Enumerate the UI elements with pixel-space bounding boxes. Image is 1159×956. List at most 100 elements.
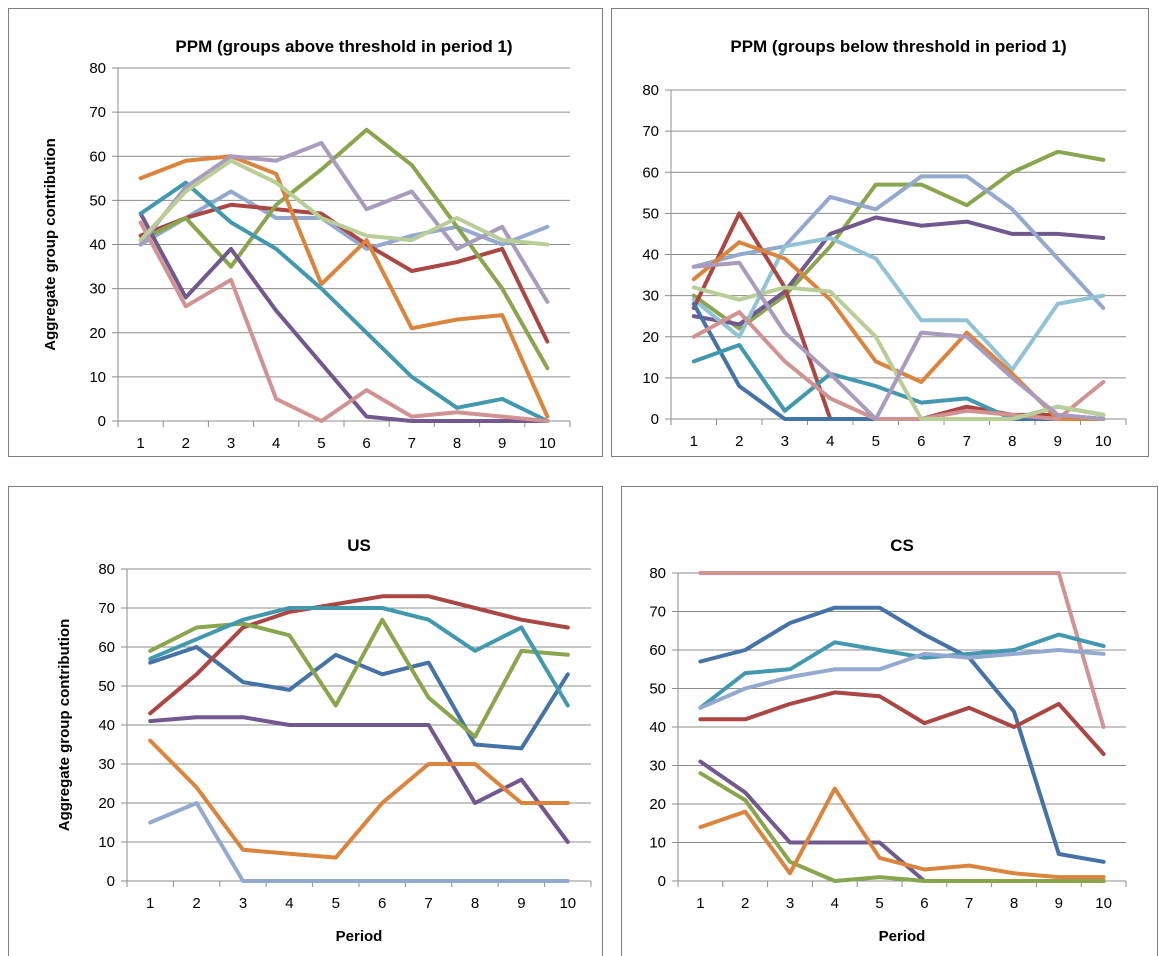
x-tick-label: 3 [786,895,794,912]
y-axis-label: Aggregate group contribution [56,619,73,831]
x-tick-label: 1 [136,435,144,452]
y-tick-label: 60 [642,164,659,181]
x-tick-label: 8 [1010,895,1018,912]
x-tick-label: 8 [453,435,461,452]
x-tick-label: 2 [741,895,749,912]
y-tick-label: 20 [642,329,659,346]
series-line-5 [148,606,570,708]
series-line-1 [691,149,1106,331]
x-tick-label: 7 [408,435,416,452]
x-tick-label: 10 [1095,895,1112,912]
x-tick-label: 2 [192,895,200,912]
x-tick-label: 6 [917,433,925,450]
chart-frame [8,486,603,956]
x-tick-label: 1 [146,895,154,912]
y-tick-label: 30 [89,281,106,298]
x-tick-label: 9 [1054,433,1062,450]
series-line-4 [698,648,1106,710]
series-line-7 [148,801,570,883]
series-line-8 [698,786,1106,880]
series-line-6 [148,738,570,860]
x-tick-label: 6 [920,895,928,912]
x-tick-label: 6 [378,895,386,912]
series-line-2 [698,605,1106,864]
y-tick-label: 60 [89,148,106,165]
x-tick-label: 10 [559,895,576,912]
x-tick-label: 10 [1095,433,1112,450]
y-tick-label: 10 [642,370,659,387]
series-line-5 [698,690,1106,756]
y-tick-label: 60 [98,639,115,656]
series-line-7 [138,220,550,423]
chart-title: PPM (groups below threshold in period 1) [730,37,1066,56]
chart-cs: 0 10 20 30 40 50 60 70 80 1 2 3 4 5 6 7 8 9 10 CS Period [621,486,1158,956]
y-tick-label: 30 [649,758,666,775]
x-tick-label: 5 [872,433,880,450]
x-tick-label: 3 [239,895,247,912]
y-tick-label: 0 [651,411,659,428]
x-tick-label: 3 [227,435,235,452]
x-tick-label: 1 [690,433,698,450]
series-line-5 [138,180,550,423]
x-tick-label: 5 [332,895,340,912]
y-tick-label: 40 [642,247,659,264]
y-tick-label: 40 [89,237,106,254]
x-tick-label: 3 [781,433,789,450]
y-tick-label: 0 [658,873,666,890]
y-tick-label: 20 [98,795,115,812]
series-line-9 [138,158,550,247]
y-tick-label: 40 [649,719,666,736]
y-tick-label: 50 [649,681,666,698]
chart-ppm-below: 0 10 20 30 40 50 60 70 80 1 2 3 4 5 6 7 8 9 10 PPM (groups … [611,8,1149,457]
y-tick-label: 60 [649,642,666,659]
series-line-2 [148,594,570,716]
chart-us: 0 10 20 30 40 50 60 70 80 1 2 3 4 5 6 7 8 9 10 US Aggregate … [8,486,603,956]
series-line-3 [148,617,570,739]
x-tick-label: 10 [539,435,556,452]
y-tick-label: 20 [89,325,106,342]
x-tick-label: 9 [1055,895,1063,912]
chart-ppm-above: 0 10 20 30 40 50 60 70 80 1 2 3 4 5 6 7 8 9 10 PPM (groups … [8,8,603,457]
chart-title: US [347,536,371,555]
y-tick-label: 10 [98,834,115,851]
series-line-11 [691,260,1106,421]
series-line-4 [148,715,570,844]
x-tick-label: 7 [965,895,973,912]
x-tick-label: 9 [498,435,506,452]
y-tick-label: 80 [649,565,666,582]
x-tick-label: 7 [963,433,971,450]
y-tick-label: 70 [649,604,666,621]
y-tick-label: 70 [642,123,659,140]
x-tick-label: 1 [696,895,704,912]
x-tick-label: 5 [875,895,883,912]
x-tick-label: 2 [735,433,743,450]
y-tick-label: 70 [89,104,106,121]
y-tick-label: 0 [98,413,106,430]
y-tick-label: 10 [89,369,106,386]
chart-title: CS [890,536,914,555]
series-line-4 [138,211,550,423]
y-tick-label: 80 [98,561,115,578]
x-tick-label: 2 [182,435,190,452]
series-line-8 [138,141,550,304]
x-tick-label: 6 [362,435,370,452]
series-line-3 [138,127,550,371]
x-tick-label: 4 [826,433,834,450]
y-tick-label: 40 [98,717,115,734]
x-tick-label: 7 [424,895,432,912]
x-tick-label: 4 [831,895,839,912]
x-axis-label: Period [879,928,926,945]
y-tick-label: 50 [642,205,659,222]
x-tick-label: 8 [471,895,479,912]
y-tick-label: 70 [98,600,115,617]
y-tick-label: 30 [98,756,115,773]
y-tick-label: 10 [649,835,666,852]
y-tick-label: 50 [98,678,115,695]
y-tick-label: 50 [89,192,106,209]
y-tick-label: 80 [89,60,106,77]
x-tick-label: 8 [1008,433,1016,450]
series-line-1 [698,571,1106,729]
series-line-7 [698,771,1106,883]
y-tick-label: 30 [642,288,659,305]
